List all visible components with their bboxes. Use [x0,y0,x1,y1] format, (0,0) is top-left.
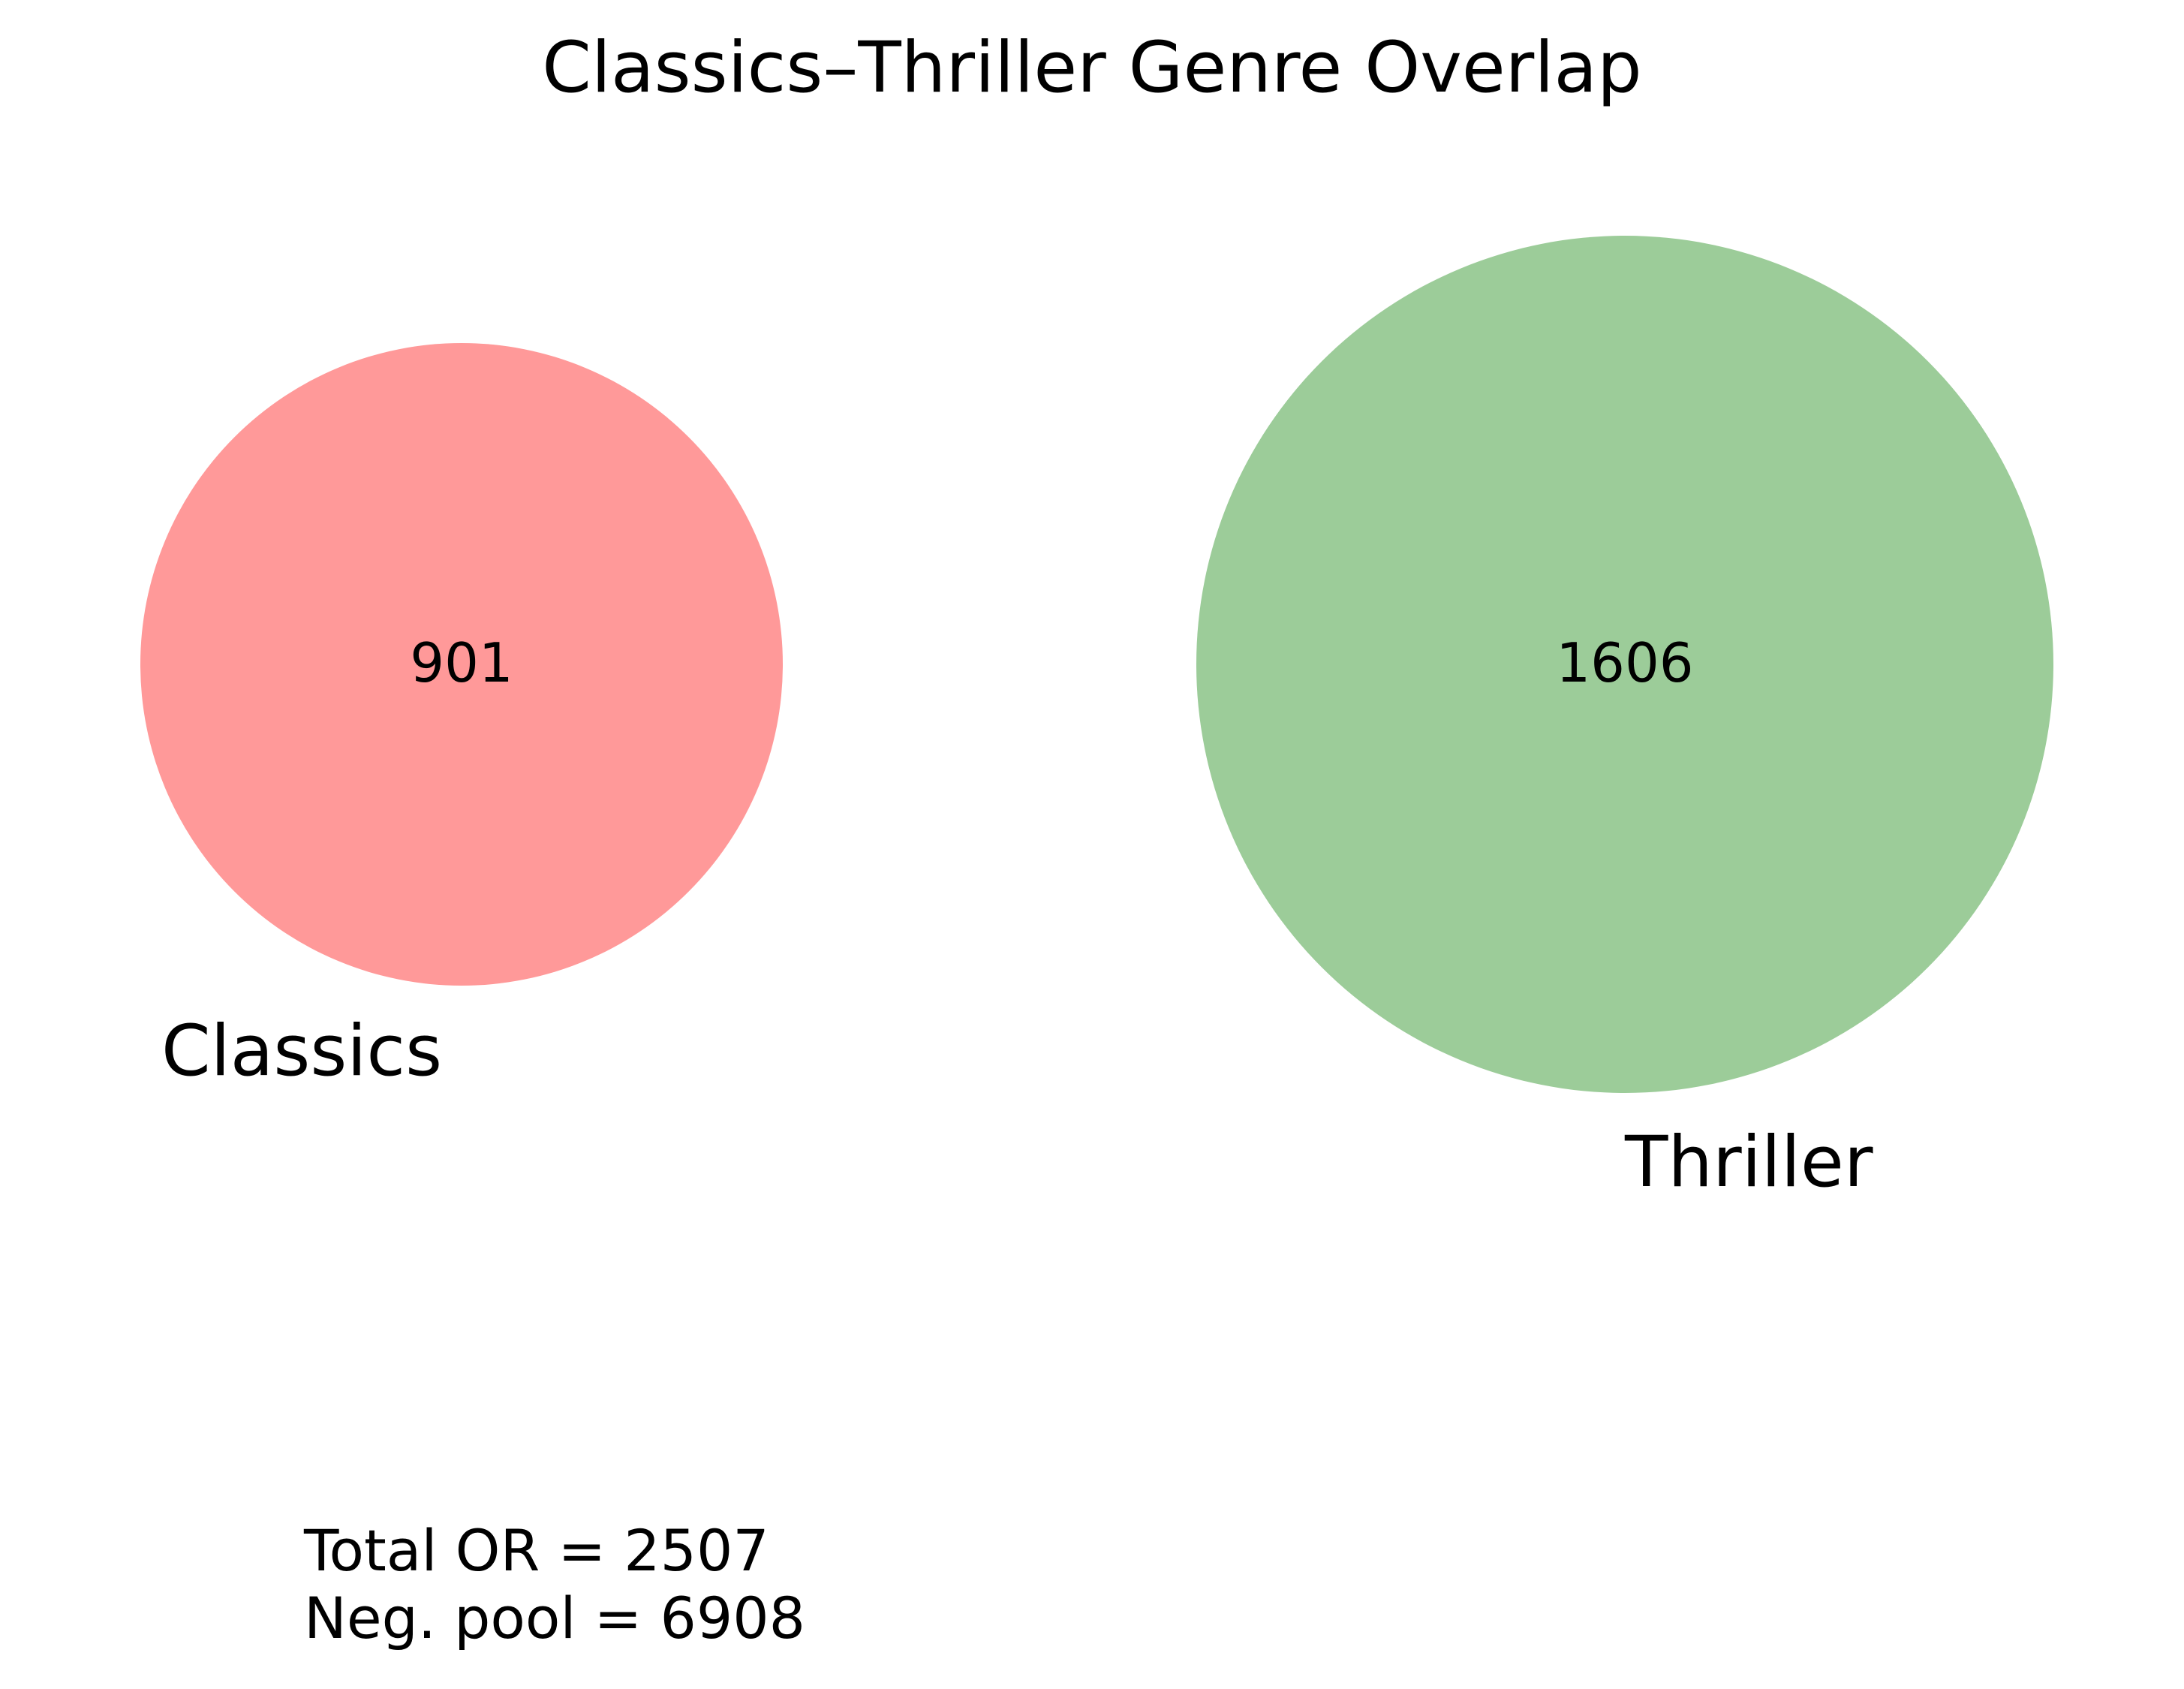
label-classics: Classics [161,1010,442,1092]
footer-total: Total OR = 2507 [303,1517,769,1584]
set-circle-thriller [1196,236,2053,1093]
count-classics: 901 [410,631,513,694]
diagram-title: Classics–Thriller Genre Overlap [542,27,1641,109]
set-circle-classics [140,343,783,986]
label-thriller: Thriller [1624,1121,1873,1203]
footer-neg-pool: Neg. pool = 6908 [304,1585,805,1651]
count-thriller: 1606 [1556,631,1693,694]
